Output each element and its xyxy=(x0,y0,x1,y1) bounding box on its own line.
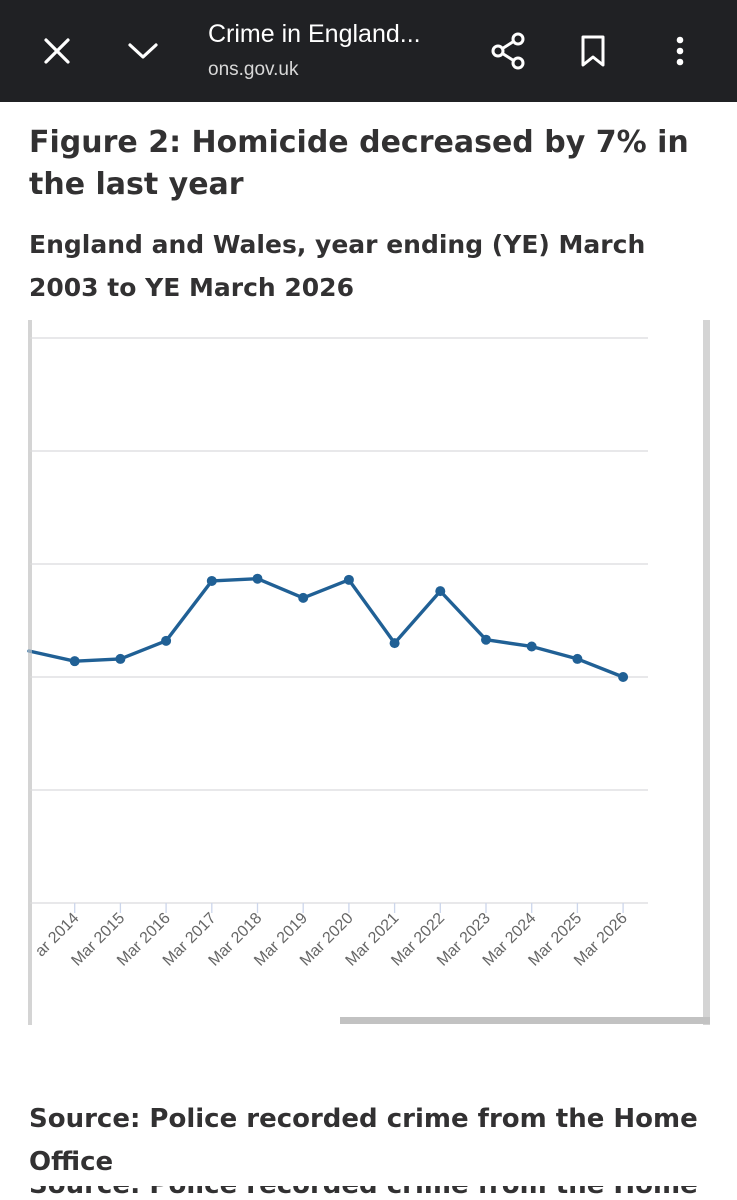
close-button[interactable] xyxy=(32,26,82,76)
page-url: ons.gov.uk xyxy=(208,59,299,80)
chevron-down-icon xyxy=(128,43,158,59)
figure-subtitle: England and Wales, year ending (YE) Marc… xyxy=(29,230,646,302)
data-point xyxy=(343,574,354,585)
data-point xyxy=(526,641,537,652)
data-point xyxy=(69,656,80,667)
data-point xyxy=(618,672,629,682)
close-icon xyxy=(44,38,70,64)
data-point xyxy=(389,638,400,649)
data-point xyxy=(481,634,491,645)
figure-title: Figure 2: Homicide decreased by 7% in th… xyxy=(29,125,689,202)
data-point xyxy=(572,653,583,664)
data-point xyxy=(435,586,446,597)
scroll-right-edge xyxy=(703,320,710,1025)
series-line xyxy=(27,576,625,679)
share-button[interactable] xyxy=(483,26,533,76)
more-vert-icon xyxy=(676,36,684,66)
data-point xyxy=(115,653,126,664)
horizontal-scrollbar xyxy=(340,1017,710,1024)
page-title: Crime in England... xyxy=(208,20,421,48)
browser-toolbar: Crime in England... ons.gov.uk xyxy=(0,0,737,102)
data-point xyxy=(161,635,172,646)
bookmark-button[interactable] xyxy=(568,26,618,76)
cutoff-text: Source: Police recorded crime from the H… xyxy=(29,1186,719,1200)
figure-source: Source: Police recorded crime from the H… xyxy=(29,1104,698,1177)
data-point xyxy=(298,592,309,603)
data-point xyxy=(252,573,263,584)
bookmark-icon xyxy=(581,35,605,67)
chart-container[interactable]: ar 2014 Mar 2015 Mar 2016 Mar 2017 Mar 2018 M… xyxy=(0,320,737,1030)
share-icon xyxy=(491,32,525,70)
scroll-left-overlay xyxy=(28,320,32,1025)
data-point xyxy=(206,575,217,586)
collapse-button[interactable] xyxy=(118,26,168,76)
more-options-button[interactable] xyxy=(655,26,705,76)
